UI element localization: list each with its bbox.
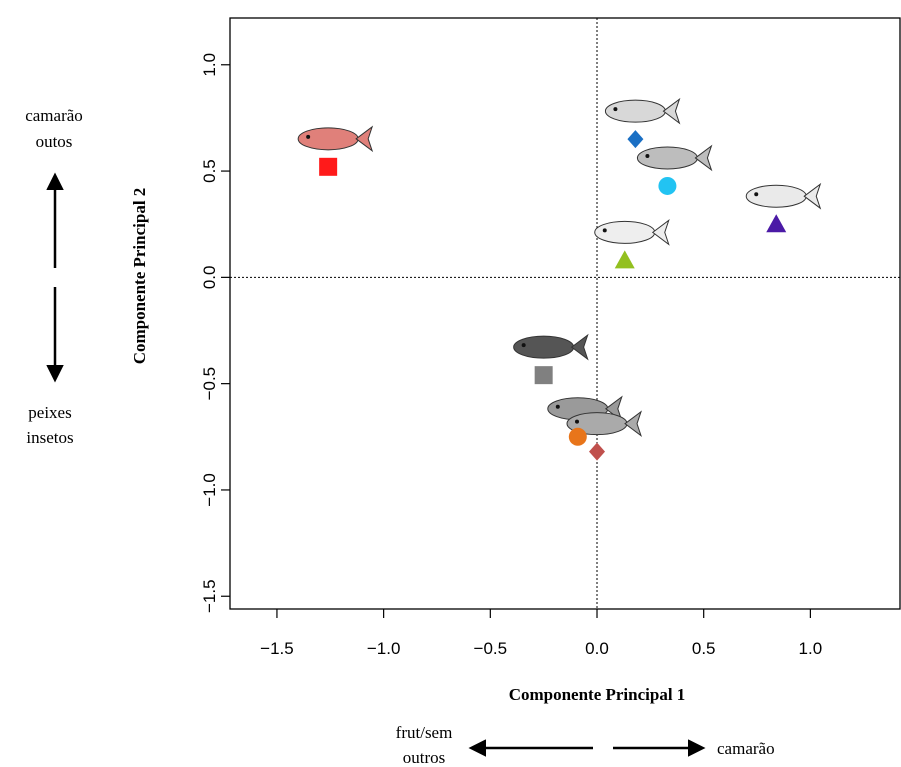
y-tick-label: 1.0	[200, 53, 219, 77]
point-diamond	[589, 442, 606, 461]
x-tick-label: −1.0	[367, 639, 401, 658]
y-tick-label: −0.5	[200, 367, 219, 401]
left-top-label-2: outos	[36, 132, 73, 151]
croaker-fish-icon	[745, 182, 822, 210]
point-triangle	[614, 250, 635, 269]
piranha-fish-icon	[297, 125, 374, 153]
catfish-icon	[636, 144, 713, 172]
left-bottom-label-1: peixes	[28, 403, 71, 422]
left-top-label-1: camarão	[25, 106, 83, 125]
y-tick-label: 0.5	[200, 159, 219, 183]
slender-silver-fish-icon	[604, 97, 681, 125]
point-circle	[658, 176, 677, 195]
x-axis-ticks: −1.5 −1.0 −0.5 0.0 0.5 1.0	[260, 609, 822, 658]
dark-piranha-icon	[513, 333, 589, 361]
y-axis-title: Componente Principal 2	[130, 188, 149, 365]
x-tick-label: −0.5	[474, 639, 508, 658]
point-square	[319, 157, 338, 176]
data-points	[319, 130, 787, 461]
y-axis-ticks: −1.5 −1.0 −0.5 0.0 0.5 1.0	[200, 53, 230, 613]
x-tick-label: 0.0	[585, 639, 609, 658]
x-axis-title: Componente Principal 1	[509, 685, 686, 704]
point-triangle	[766, 214, 787, 233]
striped-catfish-icon	[594, 218, 670, 246]
bottom-right-label: camarão	[717, 739, 775, 758]
y-tick-label: 0.0	[200, 266, 219, 290]
x-tick-label: −1.5	[260, 639, 294, 658]
x-tick-label: 1.0	[799, 639, 823, 658]
point-circle	[568, 427, 587, 446]
x-tick-label: 0.5	[692, 639, 716, 658]
point-diamond	[627, 130, 644, 149]
y-tick-label: −1.0	[200, 473, 219, 507]
bottom-left-label-1: frut/sem	[396, 723, 453, 742]
left-bottom-label-2: insetos	[26, 428, 73, 447]
fish-icons	[297, 97, 822, 438]
plot-area	[229, 17, 901, 610]
y-tick-label: −1.5	[200, 579, 219, 613]
bottom-left-label-2: outros	[403, 748, 446, 767]
point-square	[534, 366, 553, 385]
